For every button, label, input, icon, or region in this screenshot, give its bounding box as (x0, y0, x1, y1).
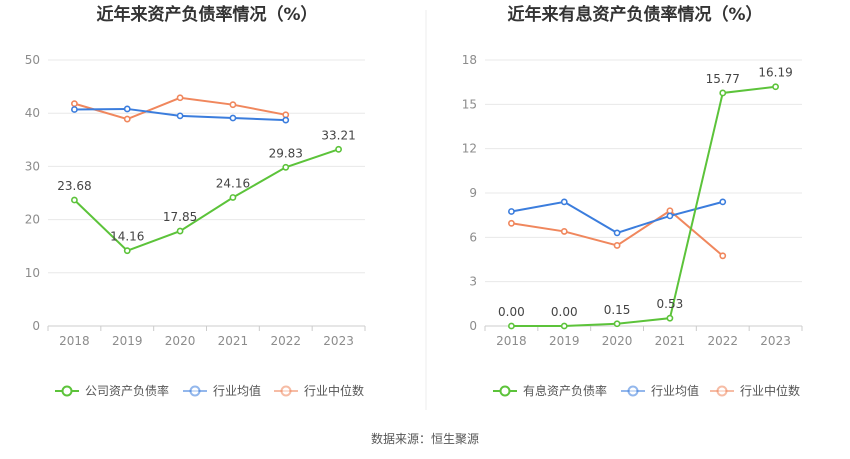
chart1-series-2-point (229, 114, 237, 122)
chart1-series-1-line (73, 148, 339, 252)
chart1-x-tick-label: 2023 (323, 334, 354, 348)
chart2-title: 近年来有息资产负债率情况（%） (507, 4, 762, 25)
chart2-series-1-point (772, 83, 779, 91)
chart1-series-3-point (282, 111, 290, 119)
chart1-x-tick-label: 2020 (165, 334, 196, 348)
chart1-title: 近年来资产负债率情况（%） (96, 4, 317, 25)
chart2-legend-swatch-marker (716, 385, 728, 397)
chart2-y-tick-label: 9 (469, 186, 477, 200)
chart2-series-2-point (719, 198, 727, 206)
chart1-series-1-data-label: 33.21 (321, 128, 355, 142)
chart1-series-3-point (123, 115, 131, 123)
chart1-series-1-point (176, 227, 184, 235)
chart1-series-3-point (176, 94, 184, 102)
chart2-x-tick-label: 2021 (655, 334, 686, 348)
chart1-series-1-point (335, 145, 342, 153)
chart1-series-3-point (229, 101, 237, 109)
chart1-series-1-data-label: 14.16 (110, 230, 144, 244)
chart2-y-tick-label: 18 (462, 53, 477, 67)
chart2-series-2-point (613, 229, 621, 237)
chart2-series-1-point (508, 322, 515, 330)
chart2-x-tick-label: 2018 (496, 334, 527, 348)
chart2-series-1-line (511, 85, 776, 327)
chart1-y-tick-label: 40 (25, 106, 40, 120)
chart2-series-3-point (508, 219, 515, 227)
chart1-series-1-point (123, 247, 131, 255)
chart2-series-3-point (560, 228, 568, 235)
chart1-series-3-point (71, 100, 78, 108)
chart2-legend-label: 行业均值 (651, 383, 699, 398)
chart1-legend-swatch-marker (189, 385, 201, 397)
chart1-legend-swatch-marker (61, 385, 73, 397)
chart1-y-tick-label: 10 (25, 266, 40, 280)
chart2-series-1-point (719, 89, 727, 97)
chart1-series-1-data-label: 24.16 (216, 176, 250, 190)
chart2-series-1-point (613, 320, 621, 328)
chart2-series-1-data-label: 0.00 (551, 305, 578, 319)
chart2-y-tick-label: 3 (469, 275, 477, 289)
chart1-x-tick-label: 2022 (270, 334, 301, 348)
chart2-series-3-point (613, 242, 621, 249)
chart1-legend-label: 行业中位数 (304, 383, 364, 398)
chart2-y-tick-label: 15 (462, 97, 477, 111)
chart1-series-1-data-label: 29.83 (269, 146, 303, 160)
chart2-y-tick-label: 0 (469, 319, 477, 333)
chart1-legend-label: 行业均值 (213, 383, 261, 398)
chart1-series-2-point (123, 105, 131, 113)
chart2-legend-swatch-marker (627, 385, 639, 397)
chart1-series-1-point (71, 196, 78, 204)
chart1-legend-swatch-marker (280, 385, 292, 397)
chart2-y-tick-label: 12 (462, 142, 477, 156)
chart2-x-tick-label: 2023 (760, 334, 791, 348)
chart2-y-tick-label: 6 (469, 230, 477, 244)
chart2-series-3-point (719, 252, 727, 260)
chart1-series-2-point (282, 116, 290, 124)
chart2-series-1-data-label: 0.15 (604, 303, 631, 317)
chart1-y-tick-label: 20 (25, 213, 40, 227)
chart1-y-tick-label: 0 (32, 319, 40, 333)
chart2-series-2-point (508, 208, 515, 215)
chart1-y-tick-label: 30 (25, 159, 40, 173)
chart2-series-1-data-label: 0.53 (657, 297, 684, 311)
chart1-x-tick-label: 2019 (112, 334, 143, 348)
chart2-legend-label: 行业中位数 (740, 383, 800, 398)
chart2-x-tick-label: 2020 (602, 334, 633, 348)
chart2-series-1-data-label: 0.00 (498, 305, 525, 319)
source-footer: 数据来源：恒生聚源 (370, 432, 479, 446)
chart2-x-tick-label: 2019 (549, 334, 580, 348)
chart2-series-2-point (560, 198, 568, 206)
chart1-series-2-point (71, 106, 78, 113)
chart1-y-tick-label: 50 (25, 53, 40, 67)
chart2-series-2-point (666, 212, 674, 220)
chart2-series-1-data-label: 16.19 (758, 66, 792, 80)
chart1-x-tick-label: 2021 (218, 334, 249, 348)
chart2-x-tick-label: 2022 (707, 334, 738, 348)
chart2-series-1-data-label: 15.77 (706, 72, 740, 86)
chart1-series-1-point (282, 163, 290, 171)
chart1-x-tick-label: 2018 (59, 334, 90, 348)
chart2-series-1-point (560, 322, 568, 330)
chart2-legend-swatch-marker (499, 385, 511, 397)
chart1-series-1-point (229, 194, 237, 201)
chart1-series-1-data-label: 17.85 (163, 210, 197, 224)
chart2-legend-label: 有息资产负债率 (523, 383, 607, 398)
chart1-legend-label: 公司资产负债率 (85, 383, 169, 398)
chart2-series-1-point (666, 314, 674, 322)
chart1-series-1-data-label: 23.68 (57, 179, 91, 193)
chart1-series-2-point (176, 112, 184, 120)
